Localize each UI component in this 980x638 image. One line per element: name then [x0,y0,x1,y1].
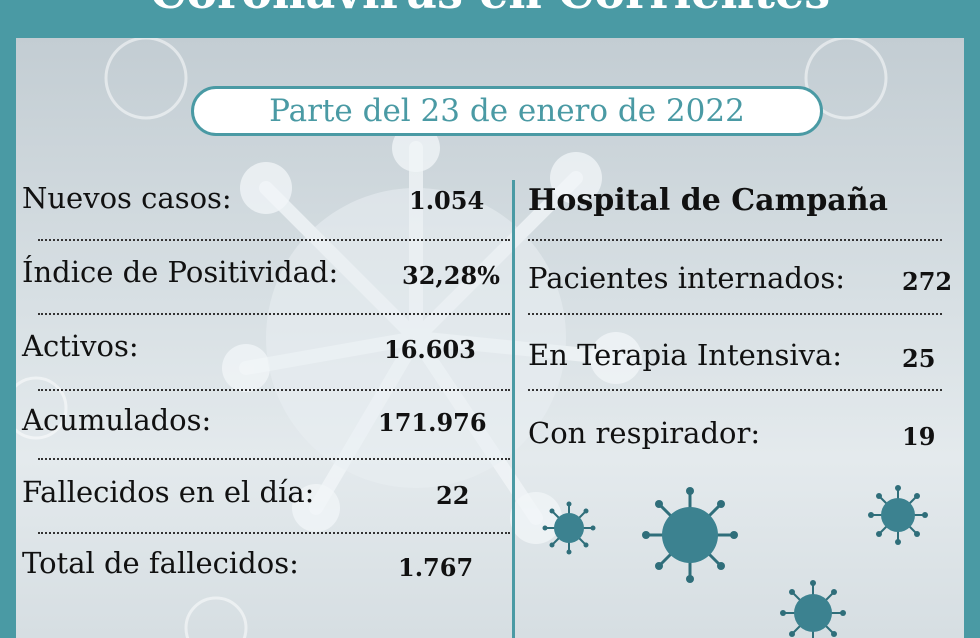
date-label: Parte del 23 de enero de 2022 [191,86,823,136]
column-divider [512,180,515,638]
virus-icon-large-background [16,38,888,638]
hospital-title: Hospital de Campaña [528,183,888,218]
stat-label-positivity: Índice de Positividad: [22,255,339,289]
hospital-label-respirator: Con respirador: [528,416,761,450]
virus-icon-small [780,580,846,638]
row-separator [38,532,510,534]
stat-label-active: Activos: [22,329,139,363]
virus-icon-small [642,487,738,583]
hospital-value-icu: 25 [902,344,936,373]
stat-label-accumulated: Acumulados: [22,403,212,437]
info-panel: Parte del 23 de enero de 2022 Nuevos cas… [16,38,964,638]
row-separator [38,389,510,391]
stat-value-total-deaths: 1.767 [398,553,474,582]
hospital-label-icu: En Terapia Intensiva: [528,338,843,372]
stat-value-deaths-day: 22 [436,481,470,510]
row-separator [38,458,510,460]
hospital-label-inpatients: Pacientes internados: [528,261,846,295]
row-separator [528,313,942,315]
hospital-value-inpatients: 272 [902,267,953,296]
hospital-value-respirator: 19 [902,422,936,451]
header-title: Coronavirus en Corrientes [0,0,980,14]
stat-label-total-deaths: Total de fallecidos: [22,546,299,580]
stat-value-positivity: 32,28% [402,261,500,290]
virus-icon-small [542,501,596,555]
row-separator [38,239,510,241]
row-separator [38,313,510,315]
stat-value-accumulated: 171.976 [378,408,487,437]
virus-icon-small [868,485,928,545]
row-separator [528,389,942,391]
row-separator [528,239,942,241]
stat-value-new-cases: 1.054 [409,186,485,215]
stat-label-new-cases: Nuevos casos: [22,181,232,215]
stat-label-deaths-day: Fallecidos en el día: [22,475,315,509]
stat-value-active: 16.603 [384,335,476,364]
